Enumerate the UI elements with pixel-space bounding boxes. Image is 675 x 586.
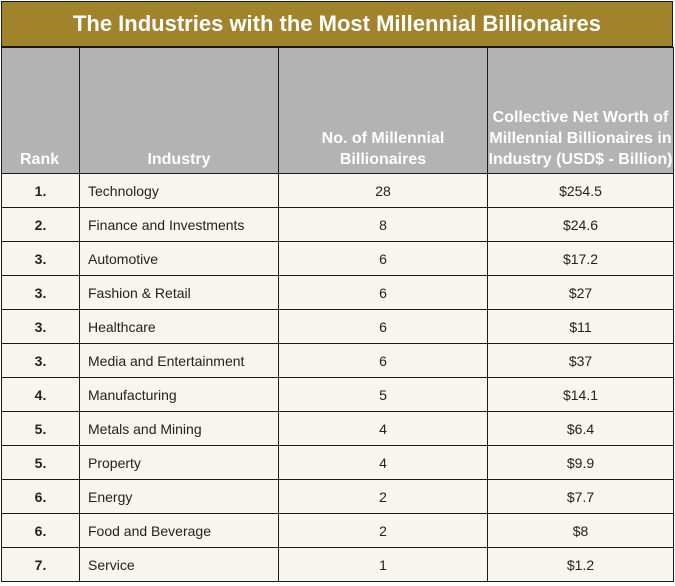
rank-cell: 2. [1,207,80,242]
rank-cell: 3. [1,343,80,378]
net-worth-cell: $24.6 [487,207,674,242]
industry-cell: Service [79,547,279,582]
net-worth-cell: $1.2 [487,547,674,582]
industry-cell: Fashion & Retail [79,275,279,310]
rank-cell: 7. [1,547,80,582]
industry-cell: Metals and Mining [79,411,279,446]
table-row: 4. Manufacturing 5 $14.1 [1,377,674,412]
header-row: Rank Industry No. of Millennial Billiona… [1,47,674,174]
net-worth-cell: $254.5 [487,173,674,208]
industry-cell: Finance and Investments [79,207,279,242]
count-cell: 5 [278,377,488,412]
rank-cell: 4. [1,377,80,412]
table-row: 3. Healthcare 6 $11 [1,309,674,344]
industry-cell: Media and Entertainment [79,343,279,378]
column-header-industry: Industry [79,47,279,174]
column-header-rank: Rank [1,47,80,174]
count-cell: 28 [278,173,488,208]
table-row: 6. Food and Beverage 2 $8 [1,513,674,548]
table-row: 5. Property 4 $9.9 [1,445,674,480]
rank-cell: 3. [1,309,80,344]
net-worth-cell: $6.4 [487,411,674,446]
industry-cell: Energy [79,479,279,514]
count-cell: 1 [278,547,488,582]
rank-cell: 3. [1,241,80,276]
industry-cell: Technology [79,173,279,208]
net-worth-cell: $37 [487,343,674,378]
net-worth-cell: $14.1 [487,377,674,412]
count-cell: 6 [278,241,488,276]
count-cell: 4 [278,445,488,480]
column-header-net-worth: Collective Net Worth of Millennial Billi… [487,47,674,174]
table-row: 3. Media and Entertainment 6 $37 [1,343,674,378]
industry-cell: Healthcare [79,309,279,344]
industry-cell: Automotive [79,241,279,276]
table-row: 7. Service 1 $1.2 [1,547,674,582]
rank-cell: 5. [1,445,80,480]
table-row: 1. Technology 28 $254.5 [1,173,674,208]
rank-cell: 1. [1,173,80,208]
net-worth-cell: $27 [487,275,674,310]
rank-cell: 3. [1,275,80,310]
net-worth-cell: $7.7 [487,479,674,514]
table-row: 3. Automotive 6 $17.2 [1,241,674,276]
industry-cell: Food and Beverage [79,513,279,548]
table-row: 3. Fashion & Retail 6 $27 [1,275,674,310]
table-row: 5. Metals and Mining 4 $6.4 [1,411,674,446]
billionaires-table: Rank Industry No. of Millennial Billiona… [1,47,674,582]
rank-cell: 5. [1,411,80,446]
column-header-count: No. of Millennial Billionaires [278,47,488,174]
table-title: The Industries with the Most Millennial … [1,1,673,47]
table-row: 6. Energy 2 $7.7 [1,479,674,514]
industry-cell: Manufacturing [79,377,279,412]
industry-cell: Property [79,445,279,480]
net-worth-cell: $8 [487,513,674,548]
count-cell: 2 [278,479,488,514]
count-cell: 6 [278,343,488,378]
rank-cell: 6. [1,513,80,548]
rank-cell: 6. [1,479,80,514]
net-worth-cell: $11 [487,309,674,344]
count-cell: 6 [278,275,488,310]
table-row: 2. Finance and Investments 8 $24.6 [1,207,674,242]
count-cell: 4 [278,411,488,446]
net-worth-cell: $9.9 [487,445,674,480]
count-cell: 2 [278,513,488,548]
count-cell: 6 [278,309,488,344]
net-worth-cell: $17.2 [487,241,674,276]
count-cell: 8 [278,207,488,242]
